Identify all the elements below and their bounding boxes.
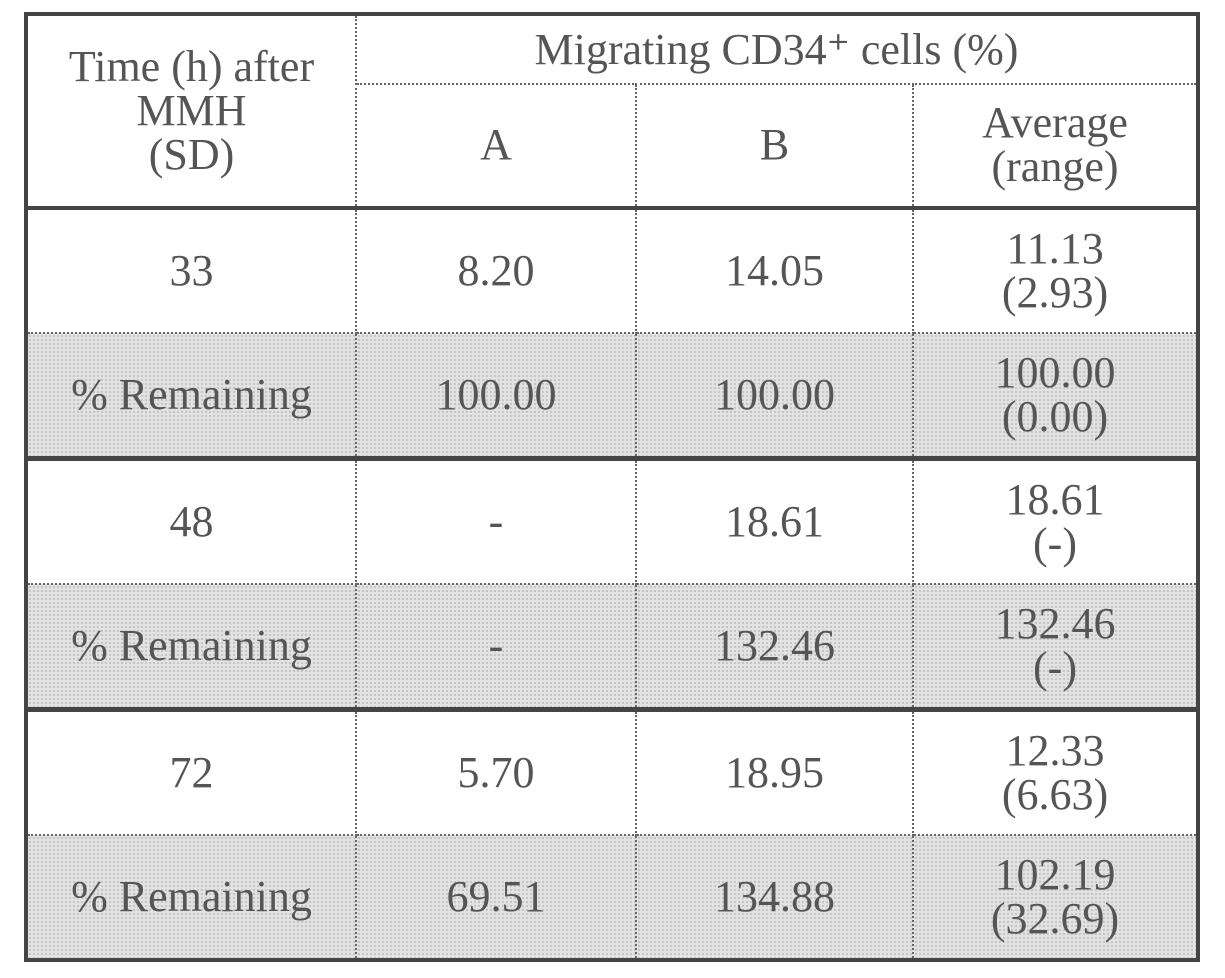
value-cell: 132.46	[636, 584, 913, 709]
time-cell: % Remaining	[26, 584, 356, 709]
average-line: (-)	[914, 522, 1196, 566]
header-line: (range)	[914, 145, 1196, 189]
average-line: 11.13	[914, 227, 1196, 271]
time-cell: % Remaining	[26, 835, 356, 960]
time-cell: 72	[26, 709, 356, 834]
average-line: 100.00	[914, 351, 1196, 395]
value-cell: 5.70	[356, 709, 636, 834]
time-cell: 48	[26, 458, 356, 583]
value-cell: 100.00	[356, 333, 636, 458]
average-line: (-)	[914, 646, 1196, 690]
average-line: (0.00)	[914, 395, 1196, 439]
average-line: 12.33	[914, 729, 1196, 773]
data-table: Time (h) after MMH (SD) Migrating CD34⁺ …	[24, 12, 1200, 962]
average-cell: 102.19(32.69)	[913, 835, 1198, 960]
table-row: % Remaining-132.46132.46(-)	[26, 584, 1198, 709]
average-cell: 12.33(6.63)	[913, 709, 1198, 834]
group-header: Migrating CD34⁺ cells (%)	[356, 14, 1198, 84]
time-header: Time (h) after MMH (SD)	[26, 14, 356, 208]
header-line: MMH	[28, 89, 355, 133]
average-line: 102.19	[914, 853, 1196, 897]
table-row: 48-18.6118.61(-)	[26, 458, 1198, 583]
average-cell: 11.13(2.93)	[913, 208, 1198, 333]
average-line: (2.93)	[914, 271, 1196, 315]
header-line: (SD)	[28, 133, 355, 177]
value-cell: -	[356, 584, 636, 709]
value-cell: -	[356, 458, 636, 583]
table-row: 725.7018.9512.33(6.63)	[26, 709, 1198, 834]
table-row: % Remaining69.51134.88102.19(32.69)	[26, 835, 1198, 960]
column-header: Average (range)	[913, 84, 1198, 207]
value-cell: 18.95	[636, 709, 913, 834]
average-line: 132.46	[914, 602, 1196, 646]
value-cell: 69.51	[356, 835, 636, 960]
average-cell: 100.00(0.00)	[913, 333, 1198, 458]
average-cell: 18.61(-)	[913, 458, 1198, 583]
average-cell: 132.46(-)	[913, 584, 1198, 709]
column-header: B	[636, 84, 913, 207]
average-line: (32.69)	[914, 897, 1196, 941]
value-cell: 8.20	[356, 208, 636, 333]
table-body: 338.2014.0511.13(2.93)% Remaining100.001…	[26, 208, 1198, 960]
table-row: % Remaining100.00100.00100.00(0.00)	[26, 333, 1198, 458]
header-line: Average	[914, 101, 1196, 145]
header-row: Time (h) after MMH (SD) Migrating CD34⁺ …	[26, 14, 1198, 84]
average-line: (6.63)	[914, 773, 1196, 817]
time-cell: 33	[26, 208, 356, 333]
column-header: A	[356, 84, 636, 207]
table-row: 338.2014.0511.13(2.93)	[26, 208, 1198, 333]
average-line: 18.61	[914, 478, 1196, 522]
value-cell: 100.00	[636, 333, 913, 458]
value-cell: 14.05	[636, 208, 913, 333]
value-cell: 18.61	[636, 458, 913, 583]
time-cell: % Remaining	[26, 333, 356, 458]
header-line: Time (h) after	[28, 45, 355, 89]
value-cell: 134.88	[636, 835, 913, 960]
